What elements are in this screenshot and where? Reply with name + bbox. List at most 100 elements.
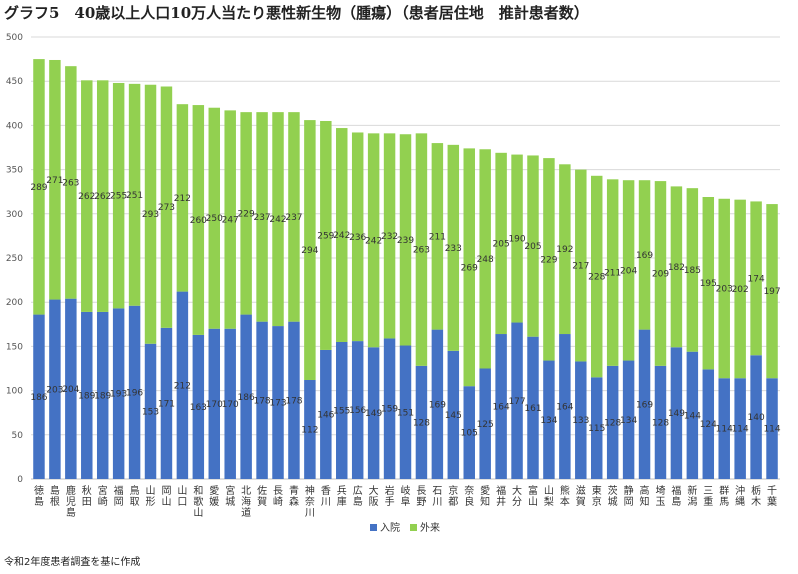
category-label: 和歌山 bbox=[193, 485, 203, 519]
data-label-outpatient: 247 bbox=[222, 216, 239, 226]
bar-outpatient bbox=[336, 128, 348, 342]
category-label: 島根 bbox=[50, 484, 60, 508]
data-label-outpatient: 236 bbox=[349, 233, 366, 243]
bar-outpatient bbox=[144, 84, 157, 344]
bar-inpatient bbox=[638, 329, 651, 479]
data-label-outpatient: 269 bbox=[461, 263, 478, 273]
legend-label-inpatient: 入院 bbox=[380, 521, 400, 534]
category-label: 富山 bbox=[528, 484, 538, 508]
bar-inpatient bbox=[527, 336, 539, 479]
bar-outpatient bbox=[766, 204, 778, 379]
data-label-inpatient: 186 bbox=[238, 393, 255, 403]
data-label-inpatient: 128 bbox=[604, 418, 621, 428]
data-label-outpatient: 211 bbox=[604, 269, 621, 279]
bar-inpatient bbox=[463, 386, 475, 479]
data-label-outpatient: 169 bbox=[636, 251, 653, 261]
bar-outpatient bbox=[176, 104, 189, 292]
category-label: 長野 bbox=[416, 485, 426, 508]
bar-inpatient bbox=[479, 368, 491, 479]
bar-outpatient bbox=[463, 148, 475, 387]
bar-outpatient bbox=[351, 132, 364, 342]
bar-outpatient bbox=[288, 112, 300, 322]
bar-outpatient bbox=[81, 80, 93, 312]
bar-inpatient bbox=[495, 334, 507, 479]
data-labels: 186 289 203 271 204 263 189 262 189 262 193 255 196 2… bbox=[30, 176, 781, 439]
data-label-inpatient: 169 bbox=[636, 400, 653, 410]
data-label-outpatient: 203 bbox=[716, 284, 733, 294]
bar-outpatient bbox=[479, 149, 491, 369]
bar-inpatient bbox=[750, 355, 762, 479]
data-label-inpatient: 164 bbox=[493, 403, 510, 413]
data-label-inpatient: 171 bbox=[158, 399, 175, 409]
bar-outpatient bbox=[367, 133, 380, 348]
bar-outpatient bbox=[240, 112, 252, 315]
category-label: 栃木 bbox=[751, 484, 761, 508]
bar-outpatient bbox=[750, 201, 762, 356]
bar-outpatient bbox=[49, 59, 61, 300]
bar-inpatient bbox=[351, 341, 364, 479]
bar-outpatient bbox=[272, 112, 284, 327]
data-label-outpatient: 211 bbox=[429, 232, 446, 242]
bar-outpatient bbox=[495, 152, 507, 335]
bar-outpatient bbox=[543, 158, 555, 361]
bar-outpatient bbox=[559, 164, 571, 335]
data-label-outpatient: 237 bbox=[253, 213, 270, 223]
bar-inpatient bbox=[304, 379, 316, 479]
bar-outpatient bbox=[575, 169, 587, 362]
bar-inpatient bbox=[622, 360, 635, 479]
bar-inpatient bbox=[272, 326, 284, 479]
category-label: 北海道 bbox=[241, 485, 251, 519]
category-label: 徳島 bbox=[34, 484, 44, 508]
bar-outpatient bbox=[638, 180, 651, 330]
category-label: 宮城 bbox=[225, 484, 235, 508]
category-label: 大分 bbox=[512, 484, 522, 508]
data-label-outpatient: 212 bbox=[174, 194, 191, 204]
data-label-outpatient: 217 bbox=[572, 262, 589, 272]
bar-inpatient bbox=[160, 327, 173, 479]
data-label-outpatient: 271 bbox=[46, 176, 63, 186]
category-label: 鹿児島 bbox=[66, 484, 76, 519]
category-label: 沖縄 bbox=[735, 484, 745, 508]
data-label-outpatient: 205 bbox=[493, 239, 510, 249]
bar-inpatient bbox=[240, 314, 252, 479]
data-label-inpatient: 124 bbox=[700, 420, 717, 430]
category-label: 山形 bbox=[146, 485, 156, 508]
bar-inpatient bbox=[256, 321, 268, 479]
data-label-outpatient: 185 bbox=[684, 266, 701, 276]
y-tick-label: 150 bbox=[6, 342, 23, 352]
data-label-outpatient: 204 bbox=[620, 266, 637, 276]
data-label-outpatient: 273 bbox=[158, 203, 175, 213]
bar-inpatient bbox=[81, 311, 93, 479]
bar-outpatient bbox=[606, 179, 619, 366]
bar-outpatient bbox=[304, 120, 316, 380]
bar-outpatient bbox=[686, 188, 699, 352]
category-label: 京都 bbox=[448, 484, 458, 508]
data-label-outpatient: 174 bbox=[748, 274, 765, 284]
bar-outpatient bbox=[192, 105, 205, 335]
y-tick-label: 300 bbox=[6, 210, 23, 220]
category-label: 熊本 bbox=[560, 484, 570, 508]
bar-outpatient bbox=[128, 83, 141, 306]
data-label-inpatient: 170 bbox=[206, 400, 223, 410]
bar-outpatient bbox=[112, 82, 125, 309]
data-label-inpatient: 145 bbox=[445, 411, 462, 421]
category-label: 青森 bbox=[289, 484, 299, 508]
bar-outpatient bbox=[399, 134, 412, 346]
category-label: 長崎 bbox=[273, 485, 283, 508]
bar-inpatient bbox=[702, 369, 715, 479]
bar-inpatient bbox=[224, 328, 236, 479]
data-label-inpatient: 128 bbox=[413, 418, 430, 428]
data-label-outpatient: 229 bbox=[540, 255, 557, 265]
legend-swatch-inpatient bbox=[370, 524, 377, 531]
bar-inpatient bbox=[192, 334, 205, 479]
data-label-inpatient: 114 bbox=[716, 425, 733, 435]
data-label-inpatient: 128 bbox=[652, 418, 669, 428]
bar-outpatient bbox=[702, 197, 715, 370]
data-label-outpatient: 255 bbox=[110, 192, 127, 202]
data-label-outpatient: 289 bbox=[30, 183, 47, 193]
bar-outpatient bbox=[718, 198, 730, 379]
data-label-outpatient: 233 bbox=[445, 244, 462, 254]
bar-inpatient bbox=[511, 322, 523, 479]
data-label-inpatient: 189 bbox=[78, 391, 95, 401]
bar-inpatient bbox=[606, 365, 619, 479]
